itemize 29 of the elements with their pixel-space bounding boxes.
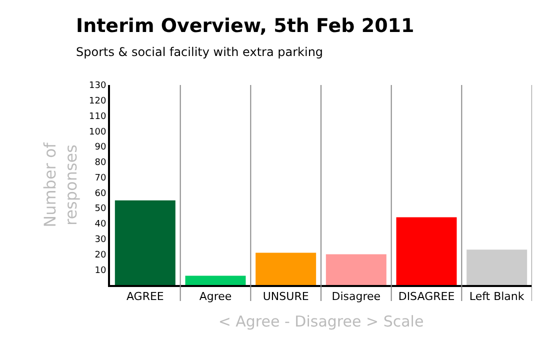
chart-subtitle: Sports & social facility with extra parking <box>76 45 324 59</box>
x-tick-label: DISAGREE <box>398 290 455 304</box>
bar <box>466 250 528 285</box>
y-tick-label: 30 <box>94 235 106 245</box>
x-axis-title: < Agree - Disagree > Scale <box>218 312 424 331</box>
bar <box>114 200 176 285</box>
x-tick-label: AGREE <box>126 290 164 304</box>
y-tick-label: 130 <box>89 81 106 92</box>
y-tick-label: 50 <box>94 204 106 214</box>
x-tick-label: Left Blank <box>469 290 525 304</box>
y-tick-label: 80 <box>94 158 106 168</box>
y-tick-label: 40 <box>94 220 106 230</box>
y-tick-label: 120 <box>89 96 106 107</box>
y-tick-label: 70 <box>94 173 106 184</box>
x-tick-label: Agree <box>199 290 232 304</box>
x-tick-label: UNSURE <box>262 290 309 304</box>
chart-title: Interim Overview, 5th Feb 2011 <box>76 15 414 37</box>
y-tick-label: 100 <box>89 127 106 138</box>
y-tick-label: 10 <box>94 266 106 276</box>
x-tick-label: Disagree <box>332 290 381 304</box>
bar <box>185 276 246 285</box>
bar <box>326 254 386 285</box>
y-tick-label: 20 <box>94 250 106 260</box>
bar <box>396 217 457 285</box>
y-tick-label: 110 <box>89 112 106 122</box>
y-axis-title: Number of responses <box>40 142 80 228</box>
bar <box>256 252 316 285</box>
y-tick-label: 60 <box>94 188 106 199</box>
y-tick-label: 90 <box>94 142 106 153</box>
